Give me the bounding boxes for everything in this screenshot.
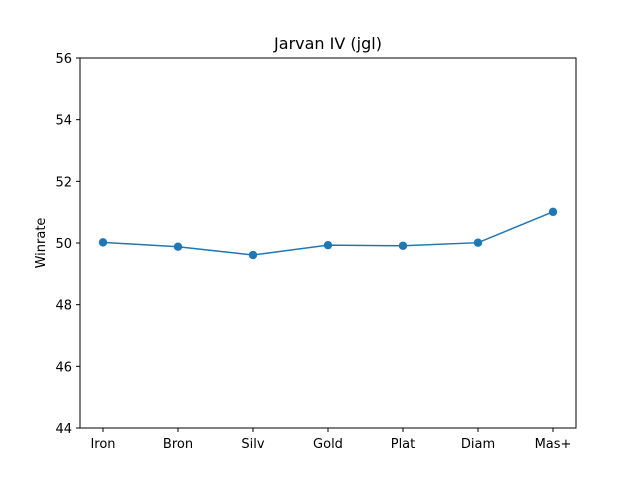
data-point <box>548 207 558 217</box>
x-tick-label: Diam <box>461 437 495 452</box>
data-point <box>473 238 483 247</box>
series-layer <box>98 207 558 260</box>
data-point <box>98 238 108 247</box>
y-tick-label: 46 <box>55 360 72 375</box>
y-tick-label: 50 <box>55 237 72 252</box>
y-tick-label: 56 <box>55 52 72 67</box>
y-tick-label: 52 <box>55 175 72 190</box>
y-axis-ticks: 44 46 48 50 52 54 56 <box>55 52 80 437</box>
x-tick-label: Plat <box>391 437 416 452</box>
data-point <box>323 240 333 250</box>
x-axis-ticks: Iron Bron Silv Gold Plat Diam Mas+ <box>90 428 571 452</box>
x-tick-label: Silv <box>241 437 264 452</box>
chart-title: Jarvan IV (jgl) <box>273 34 382 53</box>
data-point <box>248 250 258 260</box>
data-point <box>173 242 183 251</box>
x-tick-label: Gold <box>313 437 343 452</box>
x-tick-label: Iron <box>90 437 115 452</box>
y-tick-label: 54 <box>55 114 72 129</box>
data-point <box>398 241 408 250</box>
y-tick-label: 48 <box>55 299 72 314</box>
plot-area-frame <box>79 57 577 429</box>
x-tick-label: Mas+ <box>535 437 572 452</box>
y-tick-label: 44 <box>55 422 72 437</box>
y-axis-label: Winrate <box>34 218 49 269</box>
x-tick-label: Bron <box>163 437 193 452</box>
